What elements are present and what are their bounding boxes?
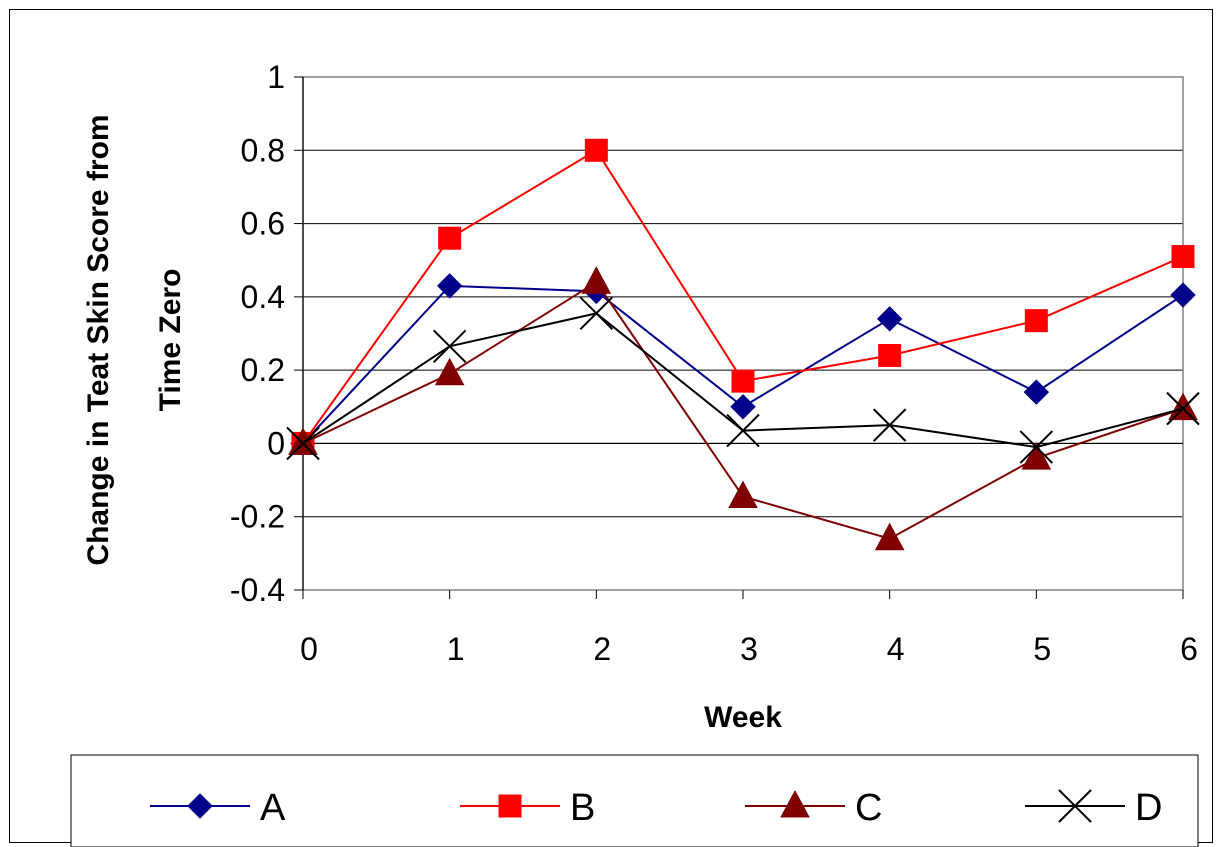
data-point-x <box>1058 789 1092 823</box>
y-tick-label: 0 <box>267 425 285 461</box>
data-point-triangle <box>874 522 905 551</box>
x-tick-label: 6 <box>1180 631 1198 667</box>
legend-label-B: B <box>570 787 595 829</box>
data-point-x-stroke <box>726 413 760 448</box>
data-point-square <box>498 794 522 818</box>
data-point-x <box>579 296 614 331</box>
data-point-x <box>1166 391 1200 426</box>
series-A <box>290 273 1196 457</box>
legend-label-A: A <box>260 787 286 829</box>
series-group <box>286 138 1200 551</box>
legend-label-D: D <box>1135 787 1162 829</box>
series-D <box>286 296 1200 464</box>
x-tick-label: 3 <box>740 631 758 667</box>
data-point-x <box>286 426 320 461</box>
gridlines <box>303 76 1183 518</box>
series-C <box>288 266 1198 551</box>
data-point-x <box>872 408 907 442</box>
x-tick-label: 2 <box>593 631 611 667</box>
x-tick-label: 0 <box>300 631 318 667</box>
data-point-diamond <box>876 306 903 332</box>
y-tick-label: -0.4 <box>230 572 285 608</box>
data-point-square <box>1024 309 1048 333</box>
axes <box>294 76 1184 599</box>
legend: A B C D <box>150 787 1162 829</box>
x-tick-label: 5 <box>1033 631 1051 667</box>
data-point-triangle <box>1021 442 1052 470</box>
y-tick-label: 0.4 <box>241 279 285 315</box>
data-point-square <box>438 226 462 250</box>
legend-item-A: A <box>150 787 286 829</box>
data-point-diamond <box>187 793 213 819</box>
y-tick-label: 0.2 <box>241 352 285 388</box>
data-point-triangle <box>780 789 810 818</box>
y-tick-label: -0.2 <box>230 499 285 535</box>
data-point-diamond <box>436 273 463 299</box>
x-axis-title: Week <box>704 701 782 734</box>
data-point-square <box>584 138 608 162</box>
data-point-x <box>726 413 760 448</box>
data-point-triangle <box>1168 392 1198 421</box>
data-point-x-stroke <box>1058 789 1092 823</box>
y-axis-title-line2: Time Zero <box>154 269 187 412</box>
data-point-square <box>731 369 755 393</box>
y-tick-label: 0.6 <box>241 206 285 242</box>
data-point-triangle <box>434 357 465 386</box>
y-axis-title-line1: Change in Teat Skin Score from <box>82 114 115 565</box>
data-point-diamond <box>730 394 756 420</box>
x-tick-labels: 0 1 2 3 4 5 6 <box>300 631 1198 667</box>
data-point-x-stroke <box>286 426 320 461</box>
x-tick-label: 4 <box>887 631 905 667</box>
data-point-square <box>1171 245 1195 269</box>
series-line-A <box>302 284 1184 445</box>
y-tick-labels: -0.4 -0.2 0 0.2 0.4 0.6 0.8 1 <box>230 59 285 608</box>
legend-box <box>70 754 1199 847</box>
data-point-triangle <box>581 266 612 294</box>
y-tick-label: 1 <box>267 59 285 95</box>
data-point-x-stroke <box>432 329 467 364</box>
data-point-diamond <box>1023 379 1050 405</box>
y-axis-title: Change in Teat Skin Score from Time Zero <box>82 114 187 565</box>
legend-label-C: C <box>855 787 882 829</box>
series-B <box>291 138 1195 455</box>
legend-item-D: D <box>1025 787 1162 829</box>
data-point-diamond <box>1170 282 1196 308</box>
legend-item-C: C <box>745 787 882 829</box>
plot-area <box>302 76 1184 591</box>
data-point-x-stroke <box>1019 430 1054 464</box>
data-point-x <box>432 329 467 364</box>
data-point-x-stroke <box>579 296 614 331</box>
legend-item-B: B <box>460 787 595 829</box>
data-point-triangle <box>288 427 318 455</box>
data-point-triangle <box>728 480 758 509</box>
y-tick-label: 0.8 <box>241 132 285 168</box>
data-point-x-stroke <box>1166 391 1200 426</box>
data-point-x-stroke <box>872 408 907 442</box>
data-point-square <box>878 343 902 367</box>
x-tick-label: 1 <box>447 631 465 667</box>
data-point-x <box>1019 430 1054 464</box>
